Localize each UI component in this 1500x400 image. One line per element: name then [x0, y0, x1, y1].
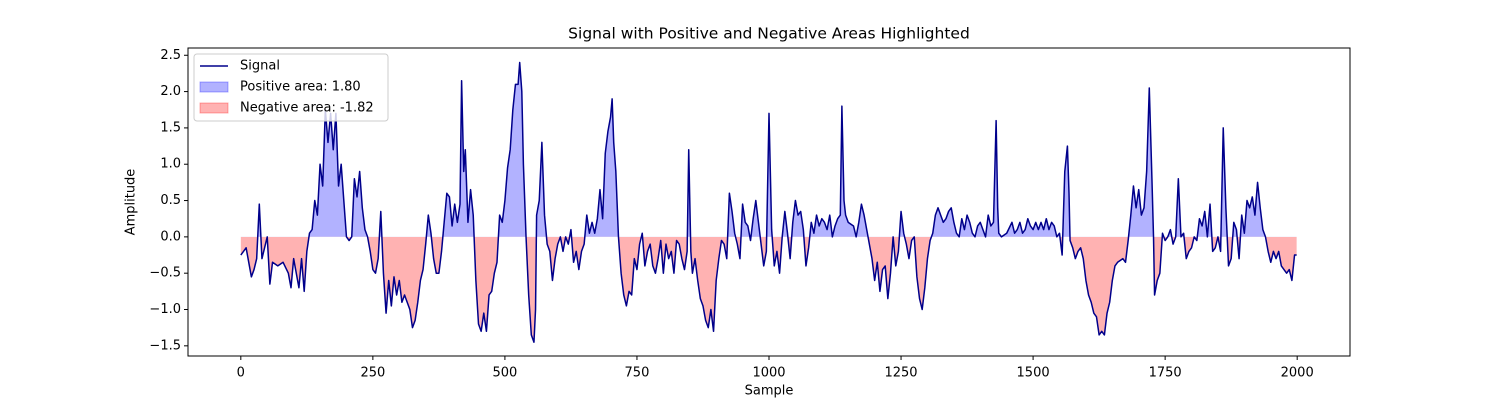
x-tick-label: 500 [492, 366, 517, 381]
legend-label: Negative area: -1.82 [240, 101, 374, 116]
x-tick-label: 1000 [752, 366, 785, 381]
x-tick-label: 1250 [884, 366, 917, 381]
y-tick-label: 2.0 [160, 84, 181, 99]
legend-box [193, 53, 389, 122]
legend-label: Signal [240, 59, 280, 74]
legend-handle [199, 102, 229, 114]
y-tick-label: 2.5 [160, 48, 181, 63]
legend-handle [199, 81, 229, 93]
x-tick-label: 1500 [1017, 366, 1050, 381]
signal-line [240, 61, 1297, 343]
x-tick-label: 750 [625, 366, 650, 381]
y-tick-label: −1.0 [149, 302, 181, 317]
y-axis-label: Amplitude [124, 169, 139, 236]
y-tick-label: 0.5 [160, 193, 181, 208]
x-tick-label: 250 [360, 366, 385, 381]
positive-area [257, 62, 1266, 237]
chart-title: Signal with Positive and Negative Areas … [568, 25, 970, 43]
y-tick-label: 1.0 [160, 157, 181, 172]
legend-label: Positive area: 1.80 [240, 80, 361, 95]
y-tick-label: 1.5 [160, 120, 181, 135]
x-tick-label: 1750 [1149, 366, 1182, 381]
y-tick-label: −1.5 [149, 338, 181, 353]
plot-frame [187, 47, 1351, 357]
y-tick-label: −0.5 [149, 266, 181, 281]
x-tick-label: 2000 [1281, 366, 1314, 381]
x-axis-label: Sample [745, 384, 794, 399]
y-tick-label: 0.0 [160, 229, 181, 244]
x-tick-label: 0 [237, 366, 245, 381]
